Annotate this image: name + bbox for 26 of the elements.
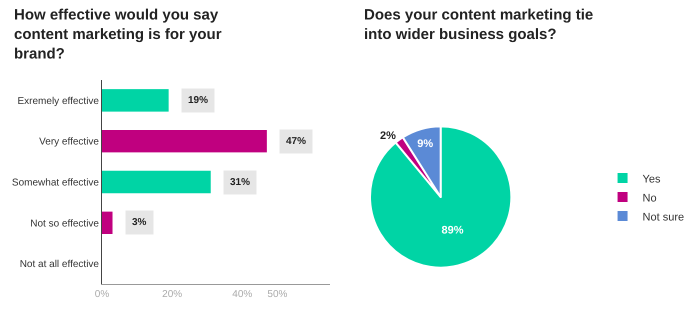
legend-label: Yes [642, 173, 662, 186]
y-tick-label: Exremely effective [17, 96, 100, 107]
data-label: 2% [380, 130, 396, 142]
y-tick-label: Somewhat effective [12, 178, 100, 188]
data-label: 19% [188, 95, 208, 106]
data-label: 3% [132, 217, 147, 228]
data-label: 89% [442, 224, 464, 236]
data-label: 31% [230, 177, 250, 188]
y-tick-label: Not at all effective [20, 259, 100, 270]
x-tick-label: 0% [94, 289, 110, 300]
y-tick-label: Not so effective [30, 218, 100, 230]
y-tick-label: Very effective [39, 136, 100, 148]
bar [102, 89, 169, 112]
chart-title: Does your content marketing tie into wider business goals? [364, 6, 594, 43]
chart-title: How effective would you say content marketing is for your brand? [14, 6, 222, 62]
bar [102, 170, 211, 194]
data-label: 9% [417, 138, 434, 150]
legend-label: No [642, 192, 657, 204]
data-label: 47% [286, 136, 306, 147]
bar [102, 212, 113, 234]
x-tick-label: 20% [162, 289, 182, 300]
legend-label: Not sure [642, 211, 684, 224]
x-tick-label: 50% [267, 289, 288, 300]
bar [102, 130, 267, 152]
pie-slice [369, 125, 512, 269]
x-tick-label: 40% [232, 289, 252, 300]
